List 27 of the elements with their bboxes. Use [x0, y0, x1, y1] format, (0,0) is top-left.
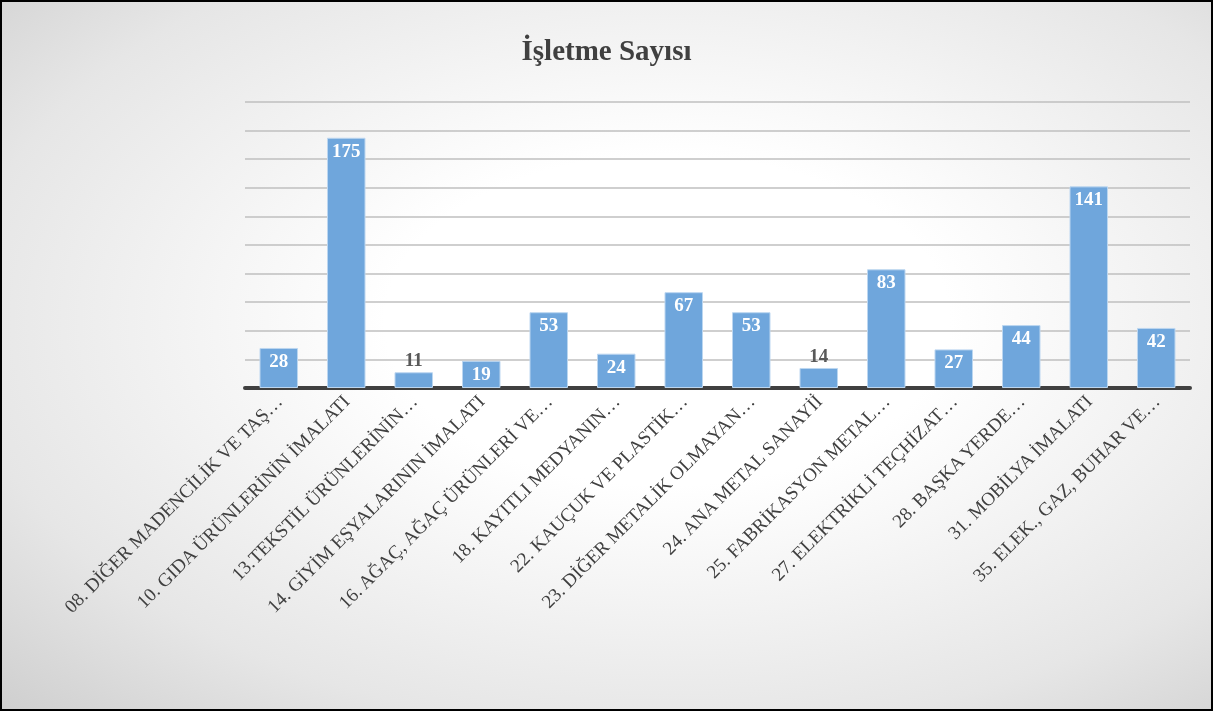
- data-label: 27: [944, 351, 964, 373]
- data-label: 19: [471, 362, 491, 384]
- data-label: 11: [404, 349, 423, 371]
- data-label: 53: [741, 314, 761, 336]
- bar: [259, 347, 298, 388]
- bar: [732, 312, 771, 388]
- chart-title: İşletme Sayısı: [521, 33, 692, 66]
- bar: [934, 349, 973, 388]
- data-label: 53: [539, 314, 559, 336]
- data-label: 28: [269, 349, 289, 371]
- data-label: 14: [809, 344, 829, 366]
- bar: [664, 292, 703, 388]
- data-label: 44: [1011, 327, 1032, 349]
- bar: [867, 269, 906, 388]
- data-label: 175: [332, 139, 361, 161]
- bar: [1002, 325, 1041, 388]
- data-label: 24: [606, 355, 627, 377]
- bar: [529, 312, 568, 388]
- bar: [1069, 186, 1108, 388]
- bar: [1137, 327, 1176, 388]
- bar: [394, 372, 433, 388]
- data-label: 67: [674, 294, 694, 316]
- bar: [327, 137, 366, 388]
- bar: [799, 367, 838, 388]
- data-label: 83: [876, 271, 896, 293]
- data-label: 42: [1146, 329, 1166, 351]
- data-label: 141: [1074, 188, 1103, 210]
